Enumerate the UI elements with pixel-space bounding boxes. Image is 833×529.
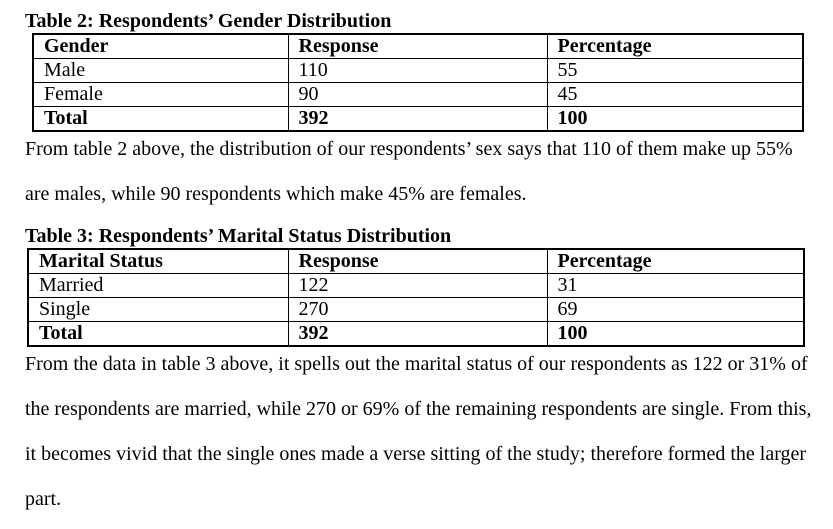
document-page: Table 2: Respondents’ Gender Distributio… [25, 10, 813, 510]
table-cell: Female [32, 82, 289, 107]
table-row-married: Married 122 31 [27, 273, 805, 298]
table2-gender-distribution: Gender Response Percentage Male 110 55 F… [32, 33, 804, 132]
table3-title: Table 3: Respondents’ Marital Status Dis… [25, 225, 452, 247]
table2-header-gender: Gender [32, 33, 289, 59]
text-line: From table 2 above, the distribution of … [25, 138, 793, 160]
table-row-total: Total 392 100 [32, 106, 804, 132]
table-cell: 45 [546, 82, 804, 107]
table2-header-percentage: Percentage [546, 33, 804, 59]
table2-header-response: Response [287, 33, 548, 59]
table3-header-percentage: Percentage [546, 248, 805, 274]
table-cell: Total [32, 106, 289, 132]
paragraph-table2-analysis: From table 2 above, the distribution of … [25, 134, 813, 224]
paragraph-table3-analysis: From the data in table 3 above, it spell… [25, 349, 813, 529]
table2-title: Table 2: Respondents’ Gender Distributio… [25, 10, 392, 32]
table-cell: 270 [287, 297, 548, 322]
table3-header-marital-status: Marital Status [27, 248, 289, 274]
table-row-single: Single 270 69 [27, 297, 805, 322]
table-cell: 100 [546, 321, 805, 347]
table3-marital-status-distribution: Marital Status Response Percentage Marri… [27, 248, 805, 347]
table-row-female: Female 90 45 [32, 82, 804, 107]
table-cell: 69 [546, 297, 805, 322]
table-cell: Total [27, 321, 289, 347]
text-line: it becomes vivid that the single ones ma… [25, 443, 807, 465]
table-row-male: Male 110 55 [32, 58, 804, 83]
table-cell: 31 [546, 273, 805, 298]
table-cell: 392 [287, 106, 548, 132]
text-line: From the data in table 3 above, it spell… [25, 353, 808, 375]
table-cell: 392 [287, 321, 548, 347]
table-cell: 122 [287, 273, 548, 298]
table-cell: 55 [546, 58, 804, 83]
text-line: are males, while 90 respondents which ma… [25, 183, 527, 205]
table-cell: Single [27, 297, 289, 322]
table-cell: 100 [546, 106, 804, 132]
text-line: the respondents are married, while 270 o… [25, 398, 812, 420]
table-cell: 90 [287, 82, 548, 107]
table3-header-response: Response [287, 248, 548, 274]
table3-header-row: Marital Status Response Percentage [27, 248, 805, 274]
table-cell: Male [32, 58, 289, 83]
table-row-total: Total 392 100 [27, 321, 805, 347]
table-cell: 110 [287, 58, 548, 83]
text-line: part. [25, 488, 62, 510]
table2-header-row: Gender Response Percentage [32, 33, 804, 59]
table-cell: Married [27, 273, 289, 298]
